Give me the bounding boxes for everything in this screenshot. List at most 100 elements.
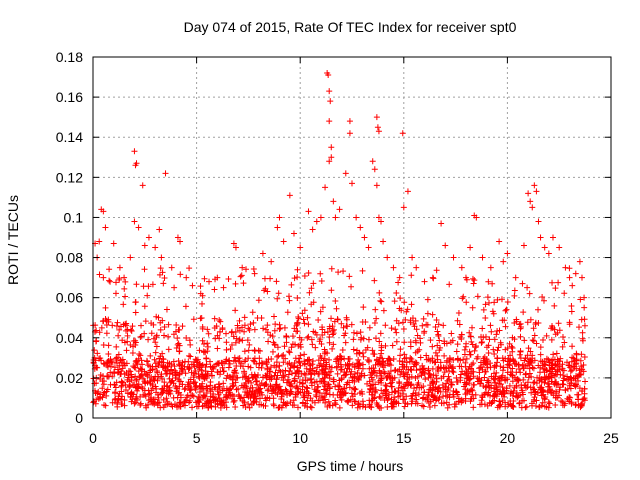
data-point — [556, 386, 563, 393]
data-point — [138, 322, 145, 329]
data-point — [549, 364, 556, 371]
data-point — [414, 400, 421, 407]
data-point — [432, 324, 439, 331]
data-point — [365, 244, 372, 251]
data-point — [429, 365, 436, 372]
data-point — [268, 375, 275, 382]
data-point — [390, 264, 397, 271]
data-point — [371, 367, 378, 374]
data-point — [300, 393, 307, 400]
x-tick-label: 25 — [603, 430, 619, 446]
data-point — [469, 275, 476, 282]
data-point — [400, 325, 407, 332]
data-point — [176, 342, 183, 349]
data-point — [280, 238, 287, 245]
data-point — [427, 374, 434, 381]
data-point — [286, 368, 293, 375]
data-point — [295, 313, 302, 320]
data-point — [156, 226, 163, 233]
data-point — [371, 319, 378, 326]
data-point — [198, 314, 205, 321]
data-point — [316, 338, 323, 345]
data-point — [527, 348, 534, 355]
data-point — [255, 364, 262, 371]
data-point — [152, 349, 159, 356]
data-point — [429, 343, 436, 350]
data-point — [197, 384, 204, 391]
data-point — [375, 128, 382, 135]
data-point — [393, 289, 400, 296]
data-point — [417, 354, 424, 361]
data-point — [498, 341, 505, 348]
data-point — [295, 358, 302, 365]
data-point — [376, 338, 383, 345]
data-point — [451, 401, 458, 408]
data-point — [194, 359, 201, 366]
data-point — [511, 292, 518, 299]
data-point — [214, 332, 221, 339]
data-point — [338, 375, 345, 382]
data-point — [192, 379, 199, 386]
data-point — [533, 188, 540, 195]
data-point — [393, 338, 400, 345]
data-point — [482, 301, 489, 308]
data-point — [137, 352, 144, 359]
data-point — [304, 404, 311, 411]
data-point — [131, 218, 138, 225]
data-point — [310, 280, 317, 287]
data-point — [474, 293, 481, 300]
data-point — [158, 390, 165, 397]
data-point — [492, 391, 499, 398]
data-point — [195, 363, 202, 370]
data-point — [317, 353, 324, 360]
data-point — [527, 198, 534, 205]
data-point — [491, 351, 498, 358]
data-point — [145, 234, 152, 241]
data-point — [537, 358, 544, 365]
data-point — [469, 304, 476, 311]
data-point — [239, 337, 246, 344]
data-point — [214, 274, 221, 281]
data-point — [216, 395, 223, 402]
data-point — [197, 283, 204, 290]
data-point — [510, 388, 517, 395]
data-point — [491, 379, 498, 386]
data-point — [246, 327, 253, 334]
data-point — [361, 234, 368, 241]
x-tick-label: 15 — [396, 430, 412, 446]
data-point — [541, 396, 548, 403]
data-point — [204, 340, 211, 347]
data-point — [260, 402, 267, 409]
data-point — [326, 339, 333, 346]
data-point — [94, 350, 101, 357]
data-point — [166, 370, 173, 377]
data-point — [320, 397, 327, 404]
data-point — [470, 382, 477, 389]
data-point — [168, 264, 175, 271]
data-point — [218, 359, 225, 366]
data-point — [348, 390, 355, 397]
data-point — [105, 357, 112, 364]
data-point — [100, 360, 107, 367]
data-point — [233, 370, 240, 377]
data-point — [454, 356, 461, 363]
data-point — [287, 364, 294, 371]
data-point — [304, 314, 311, 321]
data-point — [162, 170, 169, 177]
data-point — [121, 285, 128, 292]
data-point — [276, 404, 283, 411]
data-point — [359, 349, 366, 356]
data-point — [458, 331, 465, 338]
data-point — [291, 402, 298, 409]
data-point — [113, 356, 120, 363]
data-point — [581, 304, 588, 311]
data-point — [435, 321, 442, 328]
data-point — [326, 385, 333, 392]
data-point — [446, 356, 453, 363]
data-point — [123, 347, 130, 354]
data-point — [433, 375, 440, 382]
data-point — [267, 364, 274, 371]
data-point — [208, 402, 215, 409]
data-point — [328, 154, 335, 161]
data-point — [220, 399, 227, 406]
